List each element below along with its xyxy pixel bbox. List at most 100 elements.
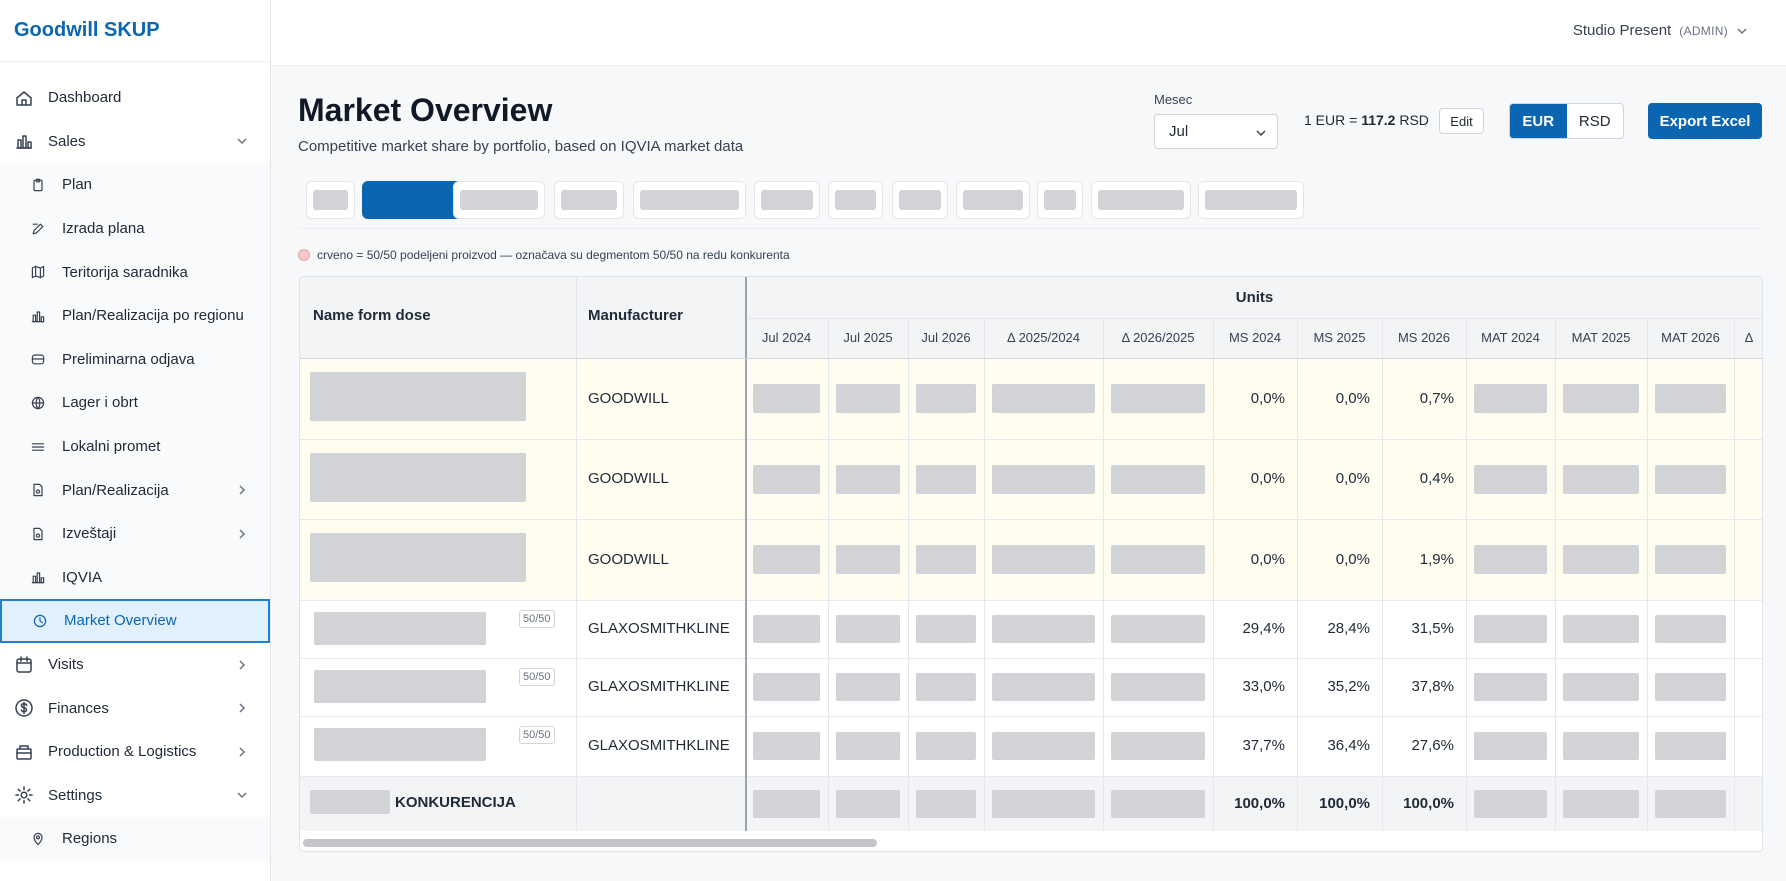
chevron-down-icon xyxy=(1256,130,1266,137)
column-header-manufacturer[interactable]: Manufacturer xyxy=(588,307,684,324)
sidebar-item-dashboard[interactable]: Dashboard xyxy=(0,76,270,120)
brand-logo[interactable]: Goodwill SKUP xyxy=(0,0,270,62)
page-title: Market Overview xyxy=(298,92,553,128)
sidebar-item-market-overview[interactable]: Market Overview xyxy=(0,599,270,643)
bar-chart-icon xyxy=(31,572,45,584)
sidebar-item-label: Visits xyxy=(48,656,84,674)
value-placeholder xyxy=(753,673,820,701)
column-header[interactable]: Jul 2025 xyxy=(843,330,893,345)
column-header[interactable]: MS 2024 xyxy=(1228,330,1282,345)
value-placeholder xyxy=(1474,789,1547,818)
sidebar-item-finances[interactable]: Finances xyxy=(0,686,270,730)
value-placeholder xyxy=(1111,789,1205,818)
column-divider xyxy=(576,277,577,831)
column-header-name[interactable]: Name form dose xyxy=(313,307,431,324)
ms-value-cell: 0,0% xyxy=(1250,550,1285,568)
value-placeholder xyxy=(1563,673,1639,701)
value-placeholder xyxy=(1474,384,1547,413)
rate-value: 117.2 xyxy=(1361,112,1396,128)
sidebar-item-lokalni-promet[interactable]: Lokalni promet xyxy=(0,424,270,469)
sidebar-item-teritorija-saradnika[interactable]: Teritorija saradnika xyxy=(0,250,270,294)
column-header[interactable]: Δ 2025/2024 xyxy=(1006,330,1081,345)
name-placeholder xyxy=(310,790,390,814)
sidebar-item-izrada-plana[interactable]: Izrada plana xyxy=(0,206,270,251)
value-placeholder xyxy=(916,615,976,643)
column-header[interactable]: Δ xyxy=(1744,330,1754,345)
column-header[interactable]: Jul 2026 xyxy=(921,330,971,345)
portfolio-tab[interactable] xyxy=(1198,181,1304,219)
tab-label-placeholder xyxy=(1098,190,1184,210)
edit-rate-button[interactable]: Edit xyxy=(1439,108,1484,134)
column-header[interactable]: Δ 2026/2025 xyxy=(1121,330,1195,345)
column-divider xyxy=(1734,319,1735,831)
value-placeholder xyxy=(836,615,900,643)
export-excel-button[interactable]: Export Excel xyxy=(1648,103,1762,139)
value-placeholder xyxy=(1655,615,1726,643)
portfolio-tab[interactable] xyxy=(1037,181,1083,219)
ms-value-cell: 33,0% xyxy=(1242,678,1285,695)
sidebar-item-visits[interactable]: Visits xyxy=(0,643,270,687)
user-menu[interactable]: Studio Present (ADMIN) xyxy=(1573,22,1748,39)
group-header-row xyxy=(745,277,1762,319)
currency-eur-button[interactable]: EUR xyxy=(1510,104,1567,138)
portfolio-tab[interactable] xyxy=(306,181,355,219)
value-placeholder xyxy=(1563,615,1639,643)
sidebar-item-sales[interactable]: Sales xyxy=(0,120,270,164)
value-placeholder xyxy=(753,789,820,818)
portfolio-tab[interactable] xyxy=(453,181,545,219)
sidebar-item-plan[interactable]: Plan xyxy=(0,163,270,207)
tab-label-placeholder xyxy=(313,190,348,210)
split-badge: 50/50 xyxy=(519,668,555,686)
horizontal-scrollbar[interactable] xyxy=(303,839,877,847)
sidebar-item-plan-realizacija-po-regionu[interactable]: Plan/Realizacija po regionu xyxy=(0,293,270,338)
column-header[interactable]: MAT 2024 xyxy=(1481,330,1540,345)
edit-icon xyxy=(32,223,44,234)
month-select[interactable]: Jul xyxy=(1154,114,1278,149)
portfolio-tab[interactable] xyxy=(1091,181,1191,219)
column-header[interactable]: MS 2025 xyxy=(1313,330,1366,345)
portfolio-tab[interactable] xyxy=(754,181,820,219)
value-placeholder xyxy=(836,545,900,574)
column-divider xyxy=(1382,319,1383,831)
document-icon xyxy=(33,527,43,540)
sidebar-item-izve-taji[interactable]: Izveštaji xyxy=(0,511,270,556)
ms-value-cell: 37,8% xyxy=(1411,678,1454,695)
value-placeholder xyxy=(1474,464,1547,494)
sidebar-item-label: Market Overview xyxy=(64,612,177,630)
name-placeholder xyxy=(310,533,526,582)
portfolio-tab[interactable] xyxy=(554,181,624,219)
sidebar-item-lager-i-obrt[interactable]: Lager i obrt xyxy=(0,381,270,425)
sidebar-item-production-logistics[interactable]: Production & Logistics xyxy=(0,730,270,774)
sidebar-item-iqvia[interactable]: IQVIA xyxy=(0,555,270,600)
legend-text: crveno = 50/50 podeljeni proizvod — ozna… xyxy=(317,248,790,262)
portfolio-tab[interactable] xyxy=(892,181,948,219)
chevron-right-icon xyxy=(239,529,246,539)
column-header[interactable]: Jul 2024 xyxy=(761,330,812,345)
column-header[interactable]: MAT 2026 xyxy=(1661,330,1720,345)
column-header[interactable]: MS 2026 xyxy=(1397,330,1451,345)
sidebar-item-preliminarna-odjava[interactable]: Preliminarna odjava xyxy=(0,337,270,382)
clock-icon xyxy=(33,614,47,628)
portfolio-tab[interactable] xyxy=(828,181,883,219)
value-placeholder xyxy=(1563,384,1639,413)
value-placeholder xyxy=(1111,384,1205,413)
clipboard-icon xyxy=(33,178,43,192)
value-placeholder xyxy=(1655,732,1726,760)
sidebar-item-label: Settings xyxy=(48,786,103,804)
ms-value-cell: 0,0% xyxy=(1335,550,1370,568)
tab-label-placeholder xyxy=(1044,190,1076,210)
currency-rsd-button[interactable]: RSD xyxy=(1578,112,1611,130)
column-header[interactable]: MAT 2025 xyxy=(1571,330,1631,345)
sidebar-item-settings[interactable]: Settings xyxy=(0,774,270,818)
value-placeholder xyxy=(836,384,900,413)
portfolio-tab[interactable] xyxy=(956,181,1030,219)
sidebar-item-regions[interactable]: Regions xyxy=(0,817,270,861)
sidebar-item-label: Dashboard xyxy=(48,89,122,107)
sidebar-item-label: Teritorija saradnika xyxy=(62,263,188,281)
split-badge: 50/50 xyxy=(519,726,555,744)
portfolio-tab[interactable] xyxy=(633,181,746,219)
manufacturer-cell: GLAXOSMITHKLINE xyxy=(588,678,730,695)
value-placeholder xyxy=(753,384,820,413)
legend-dot xyxy=(298,249,310,261)
sidebar-item-plan-realizacija[interactable]: Plan/Realizacija xyxy=(0,468,270,512)
